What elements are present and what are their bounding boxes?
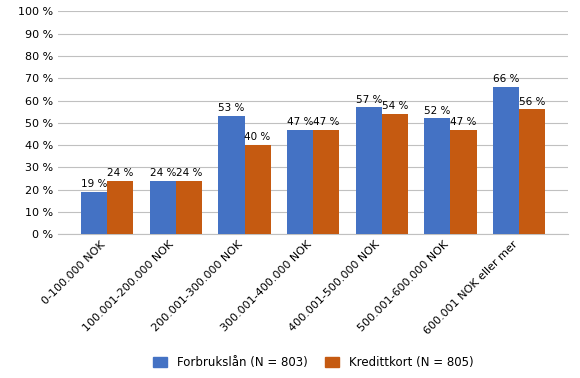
Bar [313,130,339,234]
Text: 56 %: 56 % [519,97,545,107]
Text: 66 %: 66 % [493,74,519,85]
Bar [107,181,133,234]
Text: 24 %: 24 % [176,168,202,178]
Legend: Forbrukslån (N = 803), Kredittkort (N = 805): Forbrukslån (N = 803), Kredittkort (N = … [153,356,473,369]
Text: 54 %: 54 % [382,101,408,111]
Bar [493,87,519,234]
Text: 52 %: 52 % [424,106,451,116]
Text: 19 %: 19 % [81,179,107,189]
Bar [287,130,313,234]
Text: 47 %: 47 % [450,117,477,127]
Text: 57 %: 57 % [356,94,382,105]
Bar [425,118,451,234]
Text: 40 %: 40 % [245,132,271,143]
Bar [519,110,545,234]
Bar [150,181,176,234]
Bar [176,181,202,234]
Bar [219,116,245,234]
Text: 24 %: 24 % [107,168,133,178]
Text: 24 %: 24 % [150,168,176,178]
Text: 47 %: 47 % [313,117,339,127]
Bar [356,107,382,234]
Bar [451,130,477,234]
Bar [245,145,271,234]
Text: 47 %: 47 % [287,117,313,127]
Bar [81,192,107,234]
Bar [382,114,408,234]
Text: 53 %: 53 % [218,104,245,113]
